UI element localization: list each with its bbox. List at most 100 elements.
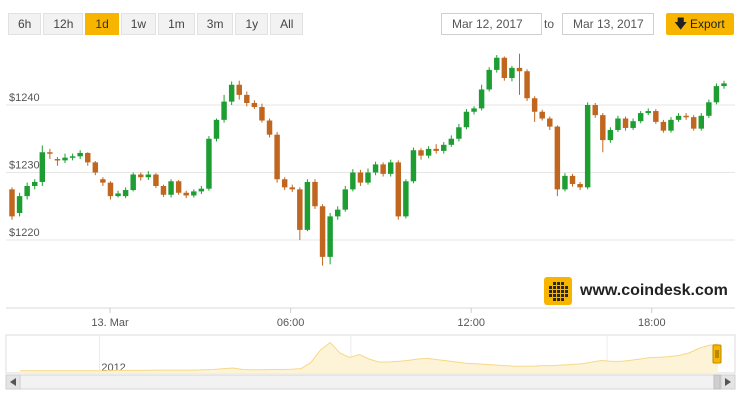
candle-body (668, 119, 674, 131)
range-12h-button[interactable]: 12h (43, 13, 84, 35)
candle-body (372, 164, 379, 173)
range-6h-button[interactable]: 6h (8, 13, 42, 35)
left-arrow-icon (10, 378, 16, 386)
candle-body (334, 209, 341, 217)
candle-body (433, 148, 439, 151)
candle-body (562, 175, 568, 190)
candle-body (615, 118, 621, 130)
y-tick-label: $1220 (9, 227, 40, 239)
candle-body (107, 182, 114, 197)
y-tick-label: $1230 (9, 160, 40, 172)
candle-body (251, 102, 258, 108)
candle-body (350, 172, 356, 190)
candle-body (425, 148, 432, 156)
scrollbar-thumb[interactable] (713, 374, 721, 390)
candle-body (168, 181, 174, 195)
range-1w-button[interactable]: 1w (120, 13, 157, 35)
candle-body (281, 179, 288, 188)
candle-body (448, 138, 455, 145)
candle-body (266, 120, 273, 135)
down-arrow-icon: 🡇 (674, 16, 688, 31)
candle-body (637, 113, 644, 122)
navigator-line (20, 341, 719, 372)
export-button[interactable]: 🡇 Export (666, 13, 734, 35)
range-1d-button[interactable]: 1d (85, 13, 119, 35)
navigator-handle[interactable] (712, 344, 722, 364)
candle-body (509, 67, 515, 78)
candle-body (175, 181, 182, 193)
candle-body (138, 174, 144, 178)
candle-body (645, 111, 651, 114)
candle-body (77, 152, 83, 157)
candle-body (600, 115, 606, 141)
candle-body (221, 101, 227, 120)
candle-body (547, 118, 553, 127)
navigator[interactable]: 201220142016 (5, 334, 736, 390)
candle-body (312, 181, 318, 207)
candle-body (39, 152, 46, 182)
candle-body (153, 174, 159, 186)
candle-body (501, 57, 508, 78)
candle-body (577, 183, 583, 188)
candle-body (259, 107, 265, 121)
x-tick-label: 18:00 (638, 317, 666, 329)
grid-lines (6, 104, 735, 309)
candle-body (584, 105, 591, 188)
scrollbar-track[interactable] (5, 374, 736, 390)
candle-body (206, 138, 212, 189)
candle-body (92, 162, 99, 173)
candle-body (31, 181, 38, 186)
candle-body (115, 193, 121, 197)
candle-body (592, 105, 598, 116)
candle-body (524, 71, 530, 99)
candle-body (160, 186, 167, 195)
candle-body (403, 181, 409, 217)
candle-body (228, 84, 235, 102)
candle-body (297, 189, 303, 230)
candle-body (698, 115, 705, 129)
candle-body (69, 156, 76, 158)
candle-body (516, 67, 523, 72)
candle-body (198, 188, 205, 192)
x-tick-label: 13. Mar (91, 317, 129, 329)
candle-body (130, 174, 136, 191)
range-selector: 6h 12h 1d 1w 1m 3m 1y All (8, 13, 305, 35)
brand: www.coindesk.com (544, 277, 728, 305)
candles (9, 53, 727, 266)
candle-body (690, 117, 697, 129)
range-1y-button[interactable]: 1y (235, 13, 269, 35)
date-from-input[interactable]: Mar 12, 2017 (441, 13, 542, 35)
candle-body (236, 84, 242, 95)
y-tick-label: $1240 (9, 92, 40, 104)
right-arrow-icon (725, 378, 731, 386)
candle-body (365, 172, 371, 183)
candle-body (319, 206, 326, 257)
candle-body (342, 189, 349, 210)
candle-body (213, 119, 220, 139)
candle-body (327, 216, 333, 257)
range-all-button[interactable]: All (270, 13, 304, 35)
candle-body (387, 162, 394, 174)
candle-body (9, 189, 15, 217)
coindesk-logo-icon (544, 277, 572, 305)
candle-body (478, 89, 485, 109)
candle-body (274, 134, 280, 180)
candle-body (630, 121, 636, 128)
candle-body (100, 179, 106, 183)
candle-body (289, 187, 295, 190)
candle-body (463, 111, 470, 128)
candle-body (486, 69, 492, 90)
candle-body (683, 115, 689, 118)
candle-body (380, 164, 386, 174)
candle-body (721, 83, 727, 87)
range-3m-button[interactable]: 3m (196, 13, 234, 35)
candle-body (622, 118, 629, 128)
y-axis-ticks: $1220 $1230 $1240 (9, 92, 40, 239)
export-label: Export (690, 17, 725, 31)
candle-body (539, 111, 545, 119)
date-to-input[interactable]: Mar 13, 2017 (562, 13, 654, 35)
candle-body (713, 86, 720, 103)
date-to-label: to (544, 17, 555, 31)
candle-body (675, 115, 682, 120)
range-1m-button[interactable]: 1m (158, 13, 195, 35)
